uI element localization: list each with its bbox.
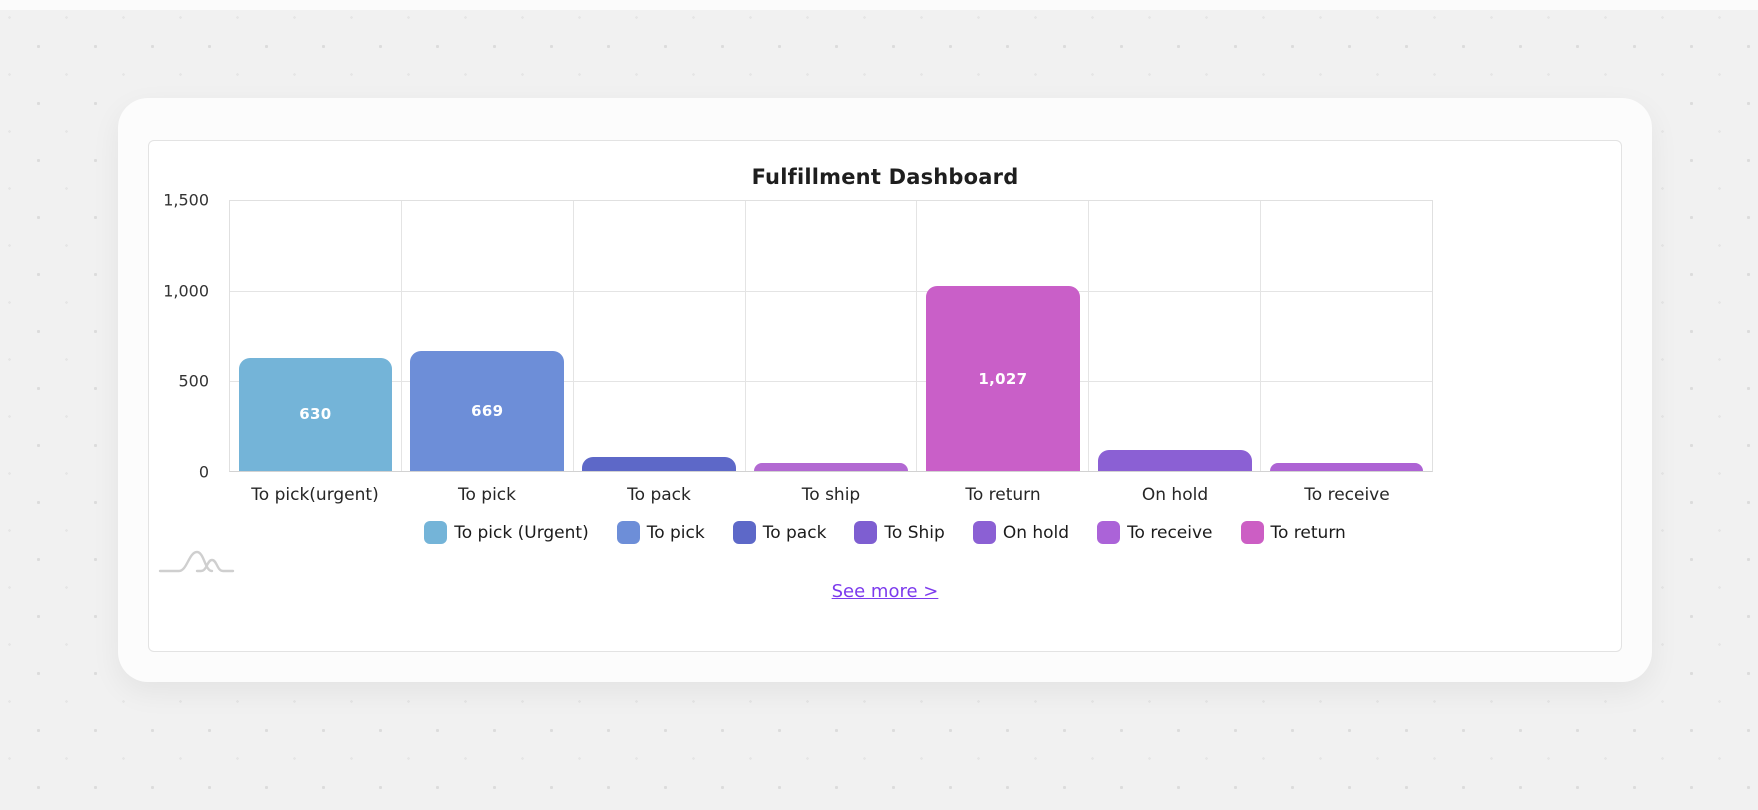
plot-column <box>1261 201 1432 471</box>
plot-column: 630 <box>230 201 402 471</box>
legend-label: To pick <box>646 522 705 543</box>
plot-column: 1,027 <box>917 201 1090 471</box>
y-axis: 1,500 1,000 500 0 <box>149 191 219 482</box>
legend-item-to-pick-urgent[interactable]: To pick (Urgent) <box>424 521 589 544</box>
bar-to-pick[interactable]: 669 <box>410 350 565 471</box>
legend-item-to-return[interactable]: To return <box>1240 521 1346 544</box>
y-tick-500: 500 <box>178 371 209 391</box>
bar-to-return[interactable]: 1,027 <box>925 286 1080 471</box>
x-label-to-return: To return <box>965 485 1041 505</box>
bar-value-label: 669 <box>471 401 504 420</box>
chart-title: Fulfillment Dashboard <box>751 165 1019 189</box>
legend-label: On hold <box>1002 522 1070 543</box>
gridline-500 <box>230 381 1432 382</box>
legend-label: To pick (Urgent) <box>454 522 589 543</box>
legend-item-to-receive[interactable]: To receive <box>1097 521 1213 544</box>
bar-to-receive[interactable] <box>1269 462 1424 471</box>
bar-to-ship[interactable] <box>754 462 908 471</box>
bar-on-hold[interactable] <box>1097 450 1252 471</box>
top-strip <box>0 0 1758 10</box>
plot-column <box>1089 201 1262 471</box>
legend-label: To Ship <box>884 522 945 543</box>
y-tick-1000: 1,000 <box>163 281 209 301</box>
x-label-to-pick-urgent: To pick(urgent) <box>251 485 379 505</box>
legend-swatch-icon <box>972 521 996 544</box>
legend-swatch-icon <box>1097 521 1121 544</box>
fulfillment-chart-panel: Fulfillment Dashboard 1,500 1,000 500 0 … <box>148 140 1622 652</box>
x-label-to-pack: To pack <box>627 485 691 505</box>
legend-item-on-hold[interactable]: On hold <box>972 521 1070 544</box>
y-tick-0: 0 <box>198 462 209 482</box>
legend-swatch-icon <box>1240 521 1264 544</box>
legend-swatch-icon <box>854 521 878 544</box>
x-axis-labels: To pick(urgent) To pick To pack To ship … <box>229 485 1433 505</box>
legend-label: To pack <box>762 522 827 543</box>
see-more-container: See more > <box>149 581 1621 602</box>
legend-swatch-icon <box>732 521 756 544</box>
dashboard-card: Fulfillment Dashboard 1,500 1,000 500 0 … <box>118 98 1652 682</box>
x-label-to-ship: To ship <box>801 485 861 505</box>
wave-sparkline-icon <box>158 550 235 573</box>
see-more-link[interactable]: See more > <box>831 581 939 602</box>
bar-to-pack[interactable] <box>582 456 737 471</box>
bar-value-label: 630 <box>299 405 332 424</box>
y-tick-1500: 1,500 <box>163 190 209 210</box>
bar-chart-plot-area: 630 669 1,027 <box>229 200 1433 472</box>
gridline-1000 <box>230 290 1432 292</box>
x-label-to-receive: To receive <box>1304 485 1390 505</box>
x-label-to-pick: To pick <box>457 485 516 505</box>
x-label-on-hold: On hold <box>1141 485 1209 505</box>
bar-to-pick-urgent-[interactable]: 630 <box>238 357 393 471</box>
chart-legend: To pick (Urgent) To pick To pack To Ship… <box>149 521 1621 544</box>
legend-item-to-ship[interactable]: To Ship <box>854 521 945 544</box>
legend-label: To return <box>1270 522 1346 543</box>
plot-column <box>746 201 918 471</box>
plot-column: 669 <box>402 201 574 471</box>
legend-swatch-icon <box>616 521 640 544</box>
legend-item-to-pick[interactable]: To pick <box>616 521 705 544</box>
plot-column <box>574 201 746 471</box>
legend-swatch-icon <box>424 521 448 544</box>
legend-label: To receive <box>1127 522 1213 543</box>
bar-value-label: 1,027 <box>978 369 1028 388</box>
legend-item-to-pack[interactable]: To pack <box>732 521 827 544</box>
